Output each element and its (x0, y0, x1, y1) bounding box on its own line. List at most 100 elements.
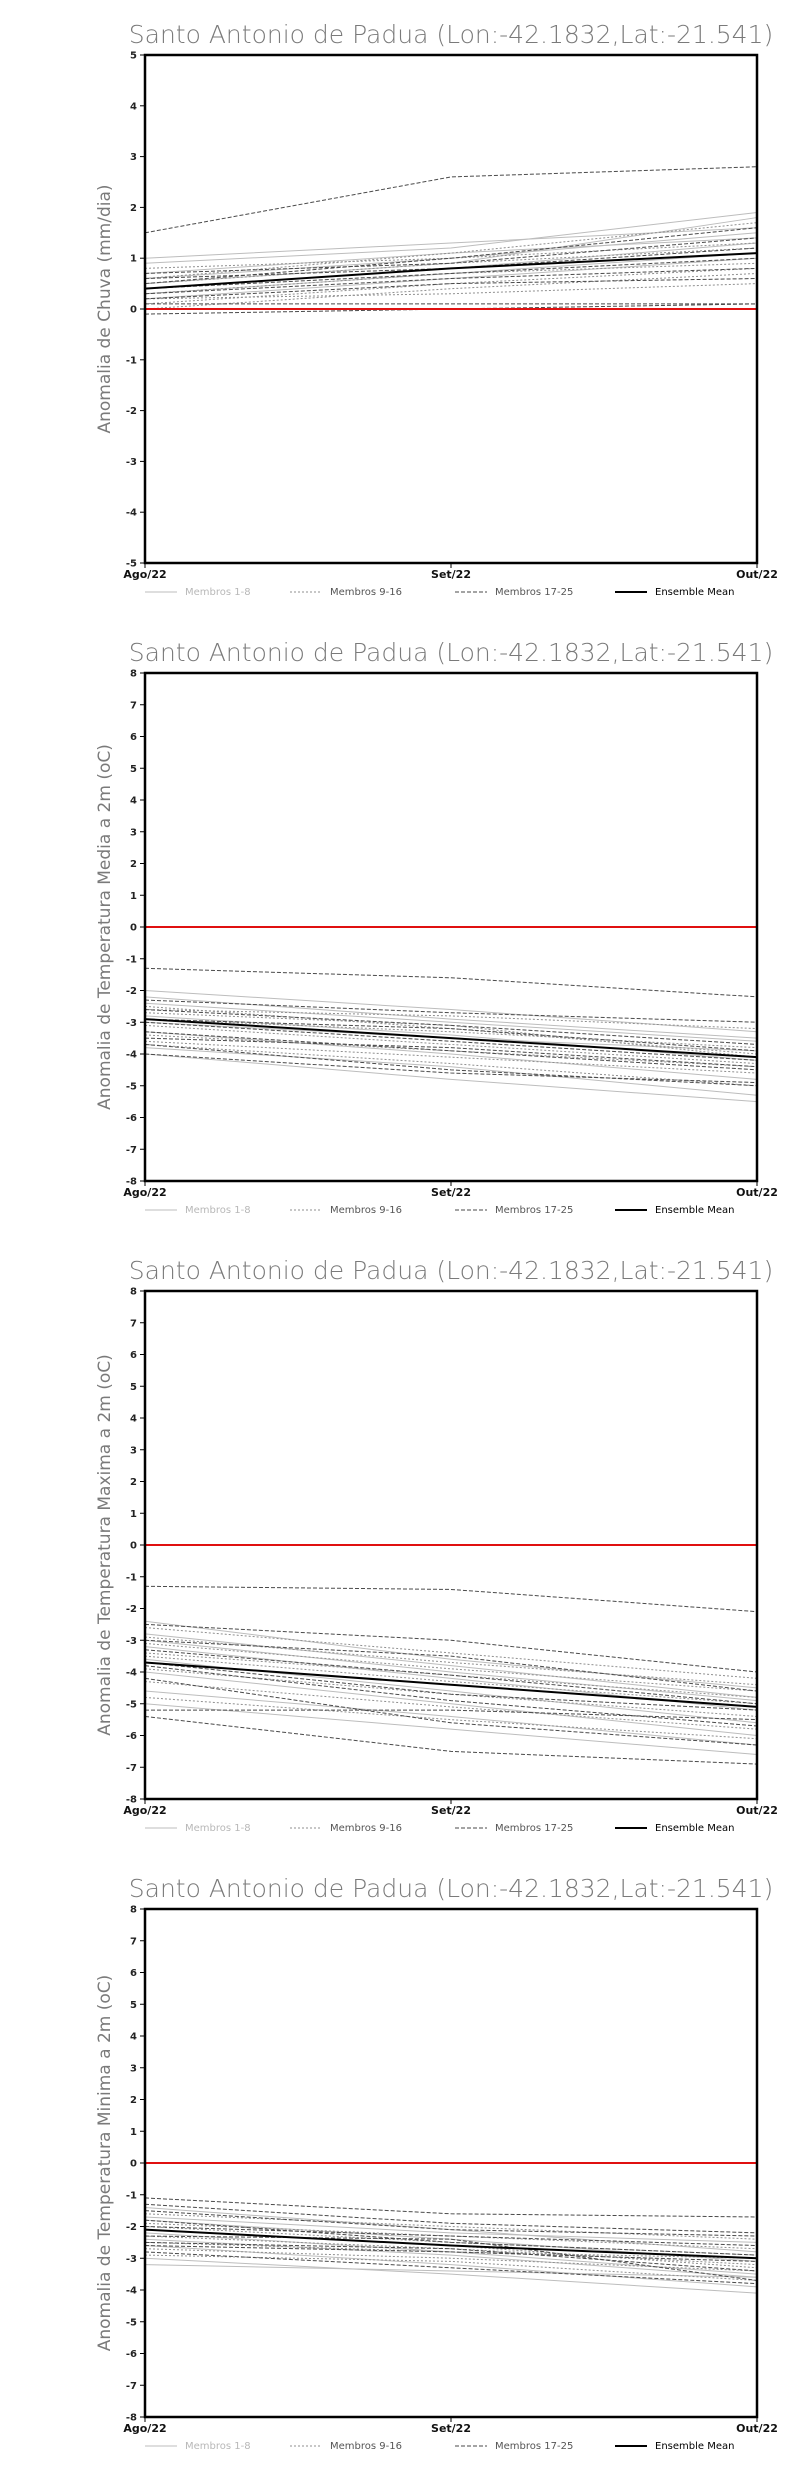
x-tick-label: Set/22 (431, 1186, 471, 1199)
member-line-group-1 (144, 211, 758, 264)
ensemble-mean-line (144, 2228, 758, 2260)
chart-panel-2: Santo Antonio de Padua (Lon:-42.1832,Lat… (95, 638, 778, 1216)
y-tick-label: 8 (130, 669, 137, 680)
member-line-group-2 (144, 1636, 758, 1686)
member-line-group-1 (144, 990, 758, 1033)
legend-entry: Membros 9-16 (290, 1823, 402, 1834)
member-line-group-1 (144, 1671, 758, 1736)
member-line-group-3 (144, 227, 758, 285)
y-axis-label: Anomalia de Chuva (mm/dia) (95, 184, 115, 433)
y-tick-label: 1 (130, 254, 137, 265)
member-line-group-1 (144, 1031, 758, 1080)
x-tick-label: Set/22 (431, 2422, 471, 2435)
member-line-group-3 (144, 267, 758, 295)
y-tick-label: -2 (126, 2222, 137, 2233)
y-tick-label: 3 (130, 827, 137, 838)
legend-entry: Membros 9-16 (290, 1205, 402, 1216)
member-line-group-1 (144, 237, 758, 274)
y-tick-label: 8 (130, 1905, 137, 1916)
y-tick-label: -4 (126, 1050, 137, 1061)
y-tick-label: -8 (126, 1795, 137, 1806)
legend-entry: Ensemble Mean (615, 1205, 734, 1216)
y-tick-label: 7 (130, 700, 137, 711)
y-axis-label: Anomalia de Temperatura Media a 2m (oC) (95, 744, 115, 1110)
chart-panel-4: Santo Antonio de Padua (Lon:-42.1832,Lat… (95, 1874, 778, 2452)
y-tick-label: 5 (130, 51, 137, 62)
member-line-group-2 (144, 2235, 758, 2266)
y-tick-label: 5 (130, 2000, 137, 2011)
member-line-group-2 (144, 1627, 758, 1679)
y-tick-label: 2 (130, 1477, 137, 1488)
legend-label: Membros 9-16 (330, 587, 402, 598)
member-line-group-3 (144, 1031, 758, 1071)
legend-label: Ensemble Mean (655, 2441, 734, 2452)
member-line-group-3 (144, 2197, 758, 2218)
member-line-group-2 (144, 1005, 758, 1055)
y-tick-label: 6 (130, 732, 137, 743)
y-tick-label: -3 (126, 1018, 137, 1029)
member-line-group-3 (144, 2251, 758, 2285)
legend-label: Membros 17-25 (495, 1823, 573, 1834)
y-tick-label: 2 (130, 203, 137, 214)
y-tick-label: 0 (130, 2159, 137, 2170)
legend-label: Membros 9-16 (330, 1823, 402, 1834)
x-tick-label: Ago/22 (123, 2422, 166, 2435)
y-tick-label: 1 (130, 1509, 137, 1520)
legend-label: Membros 1-8 (185, 587, 251, 598)
legend-entry: Ensemble Mean (615, 2441, 734, 2452)
y-tick-label: 1 (130, 891, 137, 902)
y-tick-label: -5 (126, 559, 137, 570)
y-tick-label: -1 (126, 2190, 137, 2201)
member-line-group-1 (144, 1703, 758, 1756)
member-line-group-3 (144, 257, 758, 290)
member-line-group-3 (144, 1639, 758, 1692)
legend-entry: Membros 17-25 (455, 2441, 573, 2452)
y-tick-label: -4 (126, 1668, 137, 1679)
member-line-group-1 (144, 2216, 758, 2243)
member-line-group-1 (144, 1633, 758, 1698)
member-line-group-3 (144, 1661, 758, 1711)
y-tick-label: -7 (126, 2381, 137, 2392)
chart-title: Santo Antonio de Padua (Lon:-42.1832,Lat… (129, 1874, 773, 1903)
y-tick-label: 2 (130, 2095, 137, 2106)
legend-label: Membros 9-16 (330, 2441, 402, 2452)
legend-label: Membros 1-8 (185, 1205, 251, 1216)
legend-entry: Ensemble Mean (615, 1823, 734, 1834)
legend-entry: Membros 1-8 (145, 2441, 251, 2452)
y-tick-label: -3 (126, 2254, 137, 2265)
y-tick-label: 1 (130, 2127, 137, 2138)
member-line-group-3 (144, 1021, 758, 1061)
plot-frame (143, 53, 759, 565)
member-line-group-3 (144, 1665, 758, 1727)
y-tick-label: -8 (126, 2413, 137, 2424)
member-line-group-3 (144, 237, 758, 274)
member-line-group-3 (144, 1053, 758, 1084)
legend-label: Membros 17-25 (495, 1205, 573, 1216)
member-line-group-1 (144, 2264, 758, 2278)
x-tick-label: Ago/22 (123, 1804, 166, 1817)
y-axis-label: Anomalia de Temperatura Maxima a 2m (oC) (95, 1354, 115, 1736)
legend-label: Membros 1-8 (185, 1823, 251, 1834)
y-tick-label: 6 (130, 1968, 137, 1979)
member-line-group-3 (144, 2226, 758, 2247)
member-line-group-3 (144, 2235, 758, 2281)
y-tick-label: 0 (130, 305, 137, 316)
y-tick-label: -7 (126, 1763, 137, 1774)
y-tick-label: 0 (130, 923, 137, 934)
member-line-group-3 (144, 999, 758, 1023)
legend-label: Membros 17-25 (495, 2441, 573, 2452)
member-line-group-3 (144, 278, 758, 300)
ensemble-mean-line (144, 1661, 758, 1708)
ensemble-mean-line (144, 252, 758, 290)
member-line-group-1 (144, 1047, 758, 1096)
y-tick-label: -1 (126, 954, 137, 965)
y-tick-label: 8 (130, 1287, 137, 1298)
y-tick-label: 3 (130, 152, 137, 163)
x-tick-label: Ago/22 (123, 1186, 166, 1199)
y-tick-label: 3 (130, 1445, 137, 1456)
y-tick-label: 4 (130, 101, 137, 112)
member-line-group-3 (144, 2203, 758, 2234)
member-line-group-3 (144, 1043, 758, 1087)
y-tick-label: -4 (126, 508, 137, 519)
